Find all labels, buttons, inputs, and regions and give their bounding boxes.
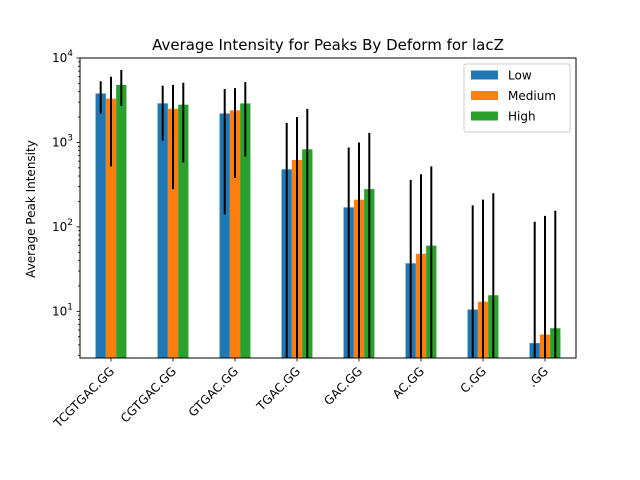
bar-low [157,103,168,359]
legend-swatch-low [471,70,498,80]
legend-swatch-high [471,111,498,121]
y-tick-label: 103 [52,133,73,149]
x-tick-label: TGAC.GG [253,364,303,414]
legend: Low Medium High [463,63,571,133]
legend-label-low: Low [508,69,532,83]
y-tick-label: 101 [52,302,73,318]
legend-label-medium: Medium [508,89,556,103]
legend-swatch-medium [471,91,498,100]
bar-medium [229,110,241,358]
plot-frame [79,57,577,359]
x-tick-label: C.GG [457,364,489,396]
x-tick-label: CGTGAC.GG [118,364,179,425]
x-tick-label: GTGAC.GG [186,364,241,419]
chart-title: Average Intensity for Peaks By Deform fo… [152,36,504,54]
bar-medium [167,108,179,358]
legend-label-high: High [508,110,536,124]
bar-high [116,84,127,359]
bar-low [95,93,106,358]
x-tick-label: AC.GG [390,364,427,401]
x-tick-label: GAC.GG [321,364,365,408]
y-tick-label: 102 [52,218,73,234]
x-tick-label: TCGTGAC.GG [50,364,117,431]
x-tick-label: .GG [525,364,551,390]
bar-high [240,103,251,359]
bar-high [178,104,189,358]
y-axis-label: Average Peak Intensity [24,140,38,278]
y-tick-label: 104 [52,49,73,65]
bar-low [219,113,230,359]
bar-medium [105,98,117,358]
